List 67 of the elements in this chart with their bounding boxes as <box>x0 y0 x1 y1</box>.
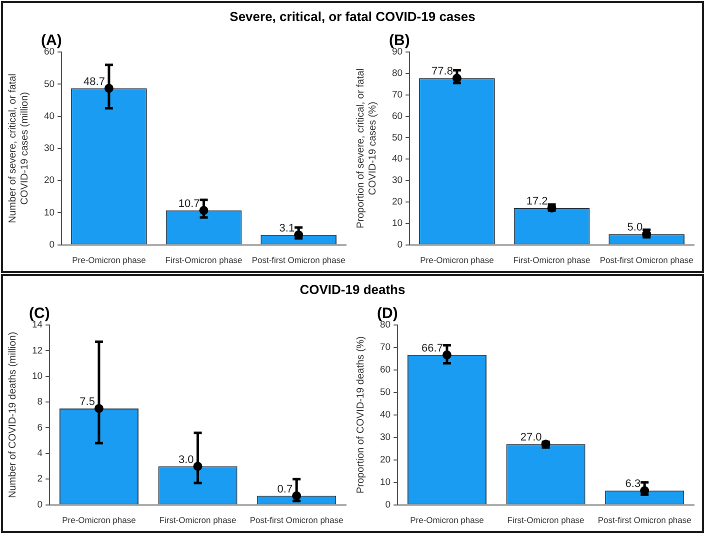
y-tick-label: 80 <box>380 320 391 331</box>
y-axis-title: Proportion of COVID-19 deaths (%) <box>355 336 366 494</box>
text: Severe, critical, or fatal COVID-19 cases <box>228 8 476 26</box>
y-tick-label: 40 <box>380 410 391 421</box>
y-tick-label: 90 <box>392 46 403 58</box>
y-tick-label: 70 <box>392 89 403 100</box>
y-tick-label: 60 <box>392 110 403 122</box>
y-axis-title: Number of severe, critical, or fatal COVID-19 cases (million) <box>7 74 30 224</box>
text: COVID-19 deaths <box>298 281 406 299</box>
data-label: 48.7 <box>84 76 105 88</box>
data-label: 10.7 <box>178 198 200 210</box>
y-tick-label: 10 <box>392 218 403 230</box>
x-tick-label: Post-first Omicron phase <box>252 255 346 266</box>
y-tick-label: 10 <box>32 370 43 382</box>
x-tick-label: First-Omicron phase <box>159 515 237 526</box>
y-tick-label: 4 <box>37 448 43 460</box>
data-label: 3.1 <box>279 222 295 234</box>
data-label: 7.5 <box>80 396 95 408</box>
y-tick-label: 50 <box>392 132 403 144</box>
y-tick-label: 30 <box>44 143 55 154</box>
y-tick-label: 0 <box>37 499 43 510</box>
x-tick-label: Pre-Omicron phase <box>72 255 146 266</box>
x-tick-label: First-Omicron phase <box>165 255 243 266</box>
y-tick-label: 8 <box>37 396 43 408</box>
y-tick-label: 50 <box>380 387 391 398</box>
data-label: 27.0 <box>520 432 542 444</box>
y-tick-label: 0 <box>49 239 55 250</box>
data-label: 66.7 <box>422 342 443 354</box>
x-tick-label: Post-first Omicron phase <box>598 515 692 526</box>
data-label: 77.8 <box>432 66 453 78</box>
y-tick-label: 40 <box>392 154 403 165</box>
y-tick-label: 12 <box>32 345 43 356</box>
y-tick-label: 70 <box>380 342 391 354</box>
x-tick-label: First-Omicron phase <box>507 515 585 526</box>
y-tick-label: 30 <box>392 175 403 186</box>
y-tick-label: 20 <box>392 196 403 208</box>
x-tick-label: Pre-Omicron phase <box>410 515 484 526</box>
chart-title: (A) <box>41 32 62 50</box>
data-label: 5.0 <box>627 222 643 234</box>
x-tick-label: Pre-Omicron phase <box>62 515 136 526</box>
chart-title: (D) <box>377 305 398 322</box>
y-axis-title: Proportion of severe, critical, or fatal COVID-19 cases (%) <box>355 68 378 228</box>
y-tick-label: 2 <box>37 474 43 485</box>
y-tick-label: 20 <box>380 454 391 466</box>
data-label: 17.2 <box>526 195 548 208</box>
y-tick-label: 10 <box>44 207 55 218</box>
data-label: 3.0 <box>178 454 194 466</box>
y-tick-label: 60 <box>380 364 391 376</box>
chart-title: (B) <box>389 32 410 50</box>
data-label: 0.7 <box>277 483 293 496</box>
y-tick-label: 40 <box>44 110 55 122</box>
y-tick-label: 0 <box>397 239 403 250</box>
x-tick-label: First-Omicron phase <box>513 255 591 266</box>
y-tick-label: 0 <box>385 499 391 510</box>
x-tick-label: Post-first Omicron phase <box>250 515 344 526</box>
x-tick-label: Pre-Omicron phase <box>420 255 494 266</box>
data-label: 6.3 <box>625 478 641 490</box>
y-tick-label: 20 <box>44 175 55 186</box>
y-tick-label: 50 <box>44 78 55 90</box>
y-tick-label: 10 <box>380 476 391 488</box>
x-tick-label: Post-first Omicron phase <box>600 255 694 266</box>
y-tick-label: 60 <box>44 46 55 58</box>
y-tick-label: 80 <box>392 68 403 80</box>
y-tick-label: 30 <box>380 432 391 443</box>
chart-title: (C) <box>29 305 50 322</box>
y-axis-title: Number of COVID-19 deaths (million) <box>7 332 18 498</box>
y-tick-label: 6 <box>37 422 43 434</box>
